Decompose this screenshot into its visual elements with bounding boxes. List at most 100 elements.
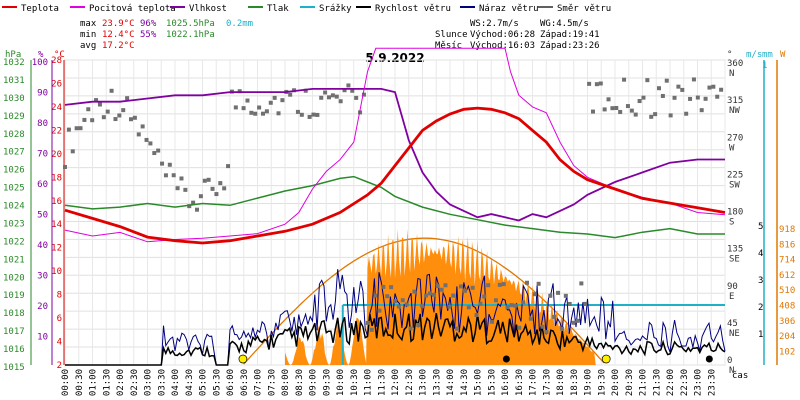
solar-tick: 102 bbox=[779, 347, 795, 357]
solar-tick: 204 bbox=[779, 332, 795, 342]
solar-theoretical-curve bbox=[243, 237, 605, 365]
temperature-tick: 6 bbox=[57, 314, 62, 324]
wind-direction-point bbox=[373, 293, 378, 298]
wind-direction-point bbox=[393, 299, 397, 304]
wind-direction-point bbox=[97, 102, 102, 107]
wind-direction-point bbox=[645, 78, 650, 83]
x-tick: 19:30 bbox=[597, 369, 607, 396]
x-tick: 00:30 bbox=[75, 369, 85, 396]
stat-humidity: 96% bbox=[140, 19, 157, 29]
wind-direction-point bbox=[125, 96, 130, 101]
wind-direction-point bbox=[311, 112, 316, 117]
solar-tick: 714 bbox=[779, 256, 795, 266]
wind-direction-point bbox=[501, 282, 506, 287]
wind-direction-point bbox=[268, 100, 273, 105]
wind-direction-point bbox=[427, 291, 432, 296]
temperature-tick: 10 bbox=[51, 267, 62, 277]
x-tick: 23:00 bbox=[694, 369, 704, 396]
wind-direction-point bbox=[136, 132, 141, 137]
moon-label: Měsíc bbox=[435, 41, 462, 51]
wind-direction-point bbox=[532, 292, 537, 297]
legend: Teplota Pocitová teplota Vlhkost Tlak Srážky… bbox=[2, 4, 611, 14]
wind-direction-point bbox=[548, 293, 553, 298]
wind-direction-point bbox=[513, 303, 518, 308]
wind-speed-unit: m/s bbox=[746, 50, 762, 60]
wind-direction-point bbox=[505, 305, 510, 310]
temperature-tick: 26 bbox=[51, 79, 62, 89]
x-tick: 06:30 bbox=[240, 369, 250, 396]
wind-direction-point bbox=[451, 293, 456, 298]
x-tick: 16:00 bbox=[501, 369, 511, 396]
x-tick: 09:00 bbox=[309, 369, 319, 396]
wind-direction-point bbox=[459, 284, 463, 289]
wind-speed-tick: 5 bbox=[758, 222, 763, 232]
wind-direction-point bbox=[299, 112, 304, 117]
wind-gust-line bbox=[65, 269, 726, 366]
wind-direction-point bbox=[175, 186, 180, 191]
wind-direction-point bbox=[668, 113, 673, 118]
wind-direction-point bbox=[567, 301, 572, 306]
wind-direction-point bbox=[210, 186, 215, 191]
wind-direction-point bbox=[509, 303, 514, 308]
wind-direction-point bbox=[649, 114, 654, 119]
wind-direction-point bbox=[66, 127, 71, 132]
wind-direction-point bbox=[202, 178, 207, 183]
wind-direction-point bbox=[342, 88, 347, 93]
x-tick: 18:30 bbox=[570, 369, 580, 396]
chart-title: 5.9.2022 bbox=[365, 51, 424, 65]
humidity-tick: 10 bbox=[37, 333, 48, 343]
x-tick: 16:30 bbox=[515, 369, 525, 396]
pressure-tick: 1025 bbox=[3, 184, 25, 194]
legend-label: Pocitová teplota bbox=[89, 4, 176, 14]
wind-speed-tick: 3 bbox=[758, 276, 763, 286]
wind-direction-point bbox=[536, 281, 541, 286]
x-axis-label: čas bbox=[732, 370, 748, 381]
temperature-line bbox=[64, 106, 726, 245]
wind-direction-point bbox=[354, 95, 359, 100]
pressure-tick: 1031 bbox=[3, 76, 25, 86]
temperature-tick: 28 bbox=[51, 56, 62, 66]
stats-box: max 23.9°C 96% 1025.5hPa 0.2mm min 12.4°C 55% 10… bbox=[80, 19, 600, 65]
temperature-tick: 24 bbox=[51, 103, 62, 113]
x-tick: 10:30 bbox=[350, 369, 360, 396]
stat-temp: 23.9°C bbox=[102, 19, 135, 29]
x-tick: 07:00 bbox=[254, 369, 264, 396]
wind-direction-point bbox=[478, 301, 483, 306]
humidity-tick: 20 bbox=[37, 302, 48, 312]
pressure-unit: hPa bbox=[5, 50, 21, 60]
wind-direction-point bbox=[86, 107, 91, 112]
pressure-tick: 1032 bbox=[3, 58, 25, 68]
wind-direction-point bbox=[113, 117, 118, 122]
x-tick: 06:00 bbox=[226, 369, 236, 396]
humidity-tick: 40 bbox=[37, 241, 48, 251]
wind-direction-point bbox=[307, 114, 312, 119]
wind-direction-point bbox=[346, 83, 351, 88]
wind-direction-point bbox=[587, 81, 592, 86]
wind-direction-point bbox=[420, 303, 425, 308]
wind-direction-point bbox=[563, 293, 568, 298]
wind-direction-point bbox=[412, 289, 417, 294]
x-tick: 17:30 bbox=[542, 369, 552, 396]
wind-direction-point bbox=[253, 111, 258, 116]
wind-direction-point bbox=[424, 293, 429, 298]
wind-speed-tick: 1 bbox=[758, 330, 763, 340]
wind-direction-point bbox=[672, 95, 677, 100]
wind-direction-point bbox=[132, 115, 137, 120]
pressure-tick: 1018 bbox=[3, 309, 25, 319]
wind-direction-point bbox=[470, 285, 475, 290]
pressure-tick: 1027 bbox=[3, 148, 25, 158]
x-tick: 20:30 bbox=[625, 369, 635, 396]
wind-direction-point bbox=[684, 111, 689, 116]
wind-direction-point bbox=[257, 105, 262, 110]
wind-direction-point bbox=[160, 161, 165, 166]
stat-label: min bbox=[80, 30, 96, 40]
wind-direction-point bbox=[680, 87, 685, 92]
wind-direction-point bbox=[493, 298, 498, 303]
wind-direction-point bbox=[233, 105, 238, 110]
wind-direction-label: N bbox=[729, 366, 734, 376]
sunrise-marker bbox=[238, 354, 248, 364]
stat-pressure: 1022.1hPa bbox=[166, 30, 215, 40]
wind-direction-point bbox=[249, 110, 254, 115]
pressure-tick: 1019 bbox=[3, 291, 25, 301]
x-tick: 08:30 bbox=[295, 369, 305, 396]
